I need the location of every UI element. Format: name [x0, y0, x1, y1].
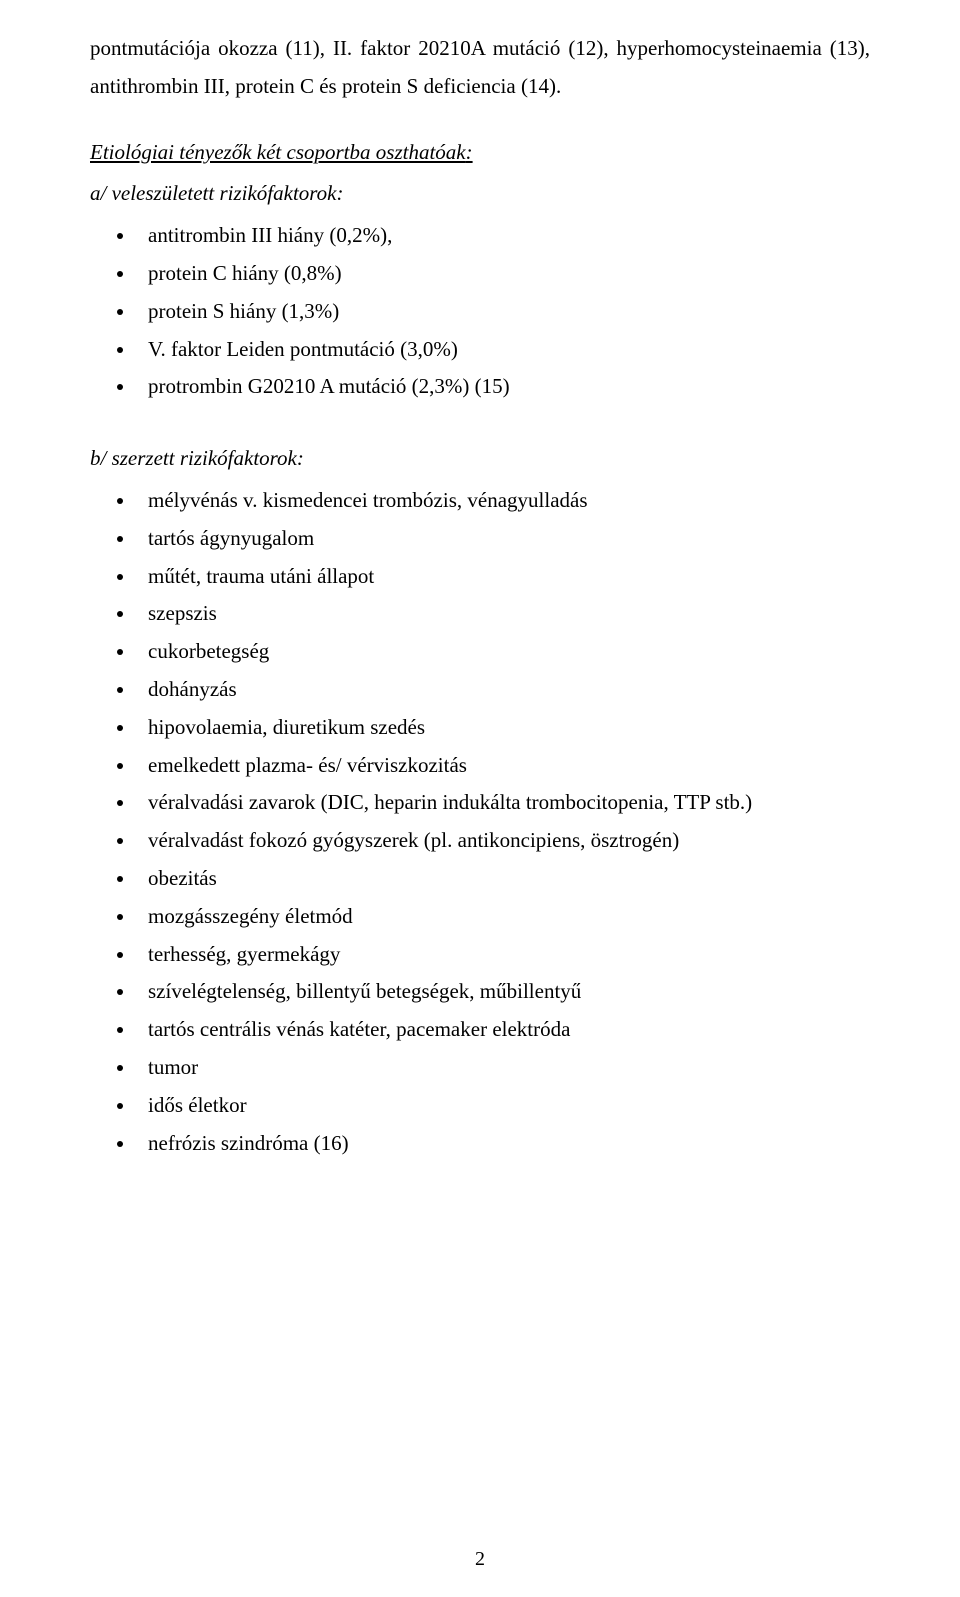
list-item: szívelégtelenség, billentyű betegségek, …	[136, 973, 870, 1011]
section-a-title-suffix: :	[466, 140, 473, 164]
section-b-list: mélyvénás v. kismedencei trombózis, véna…	[90, 482, 870, 1162]
document-page: pontmutációja okozza (11), II. faktor 20…	[0, 0, 960, 1597]
list-item: protein S hiány (1,3%)	[136, 293, 870, 331]
list-item: hipovolaemia, diuretikum szedés	[136, 709, 870, 747]
list-item: mozgásszegény életmód	[136, 898, 870, 936]
intro-paragraph: pontmutációja okozza (11), II. faktor 20…	[90, 30, 870, 106]
section-a-list: antitrombin III hiány (0,2%), protein C …	[90, 217, 870, 406]
page-number: 2	[0, 1548, 960, 1571]
list-item: obezitás	[136, 860, 870, 898]
list-item: V. faktor Leiden pontmutáció (3,0%)	[136, 331, 870, 369]
list-item: nefrózis szindróma (16)	[136, 1125, 870, 1163]
list-item: dohányzás	[136, 671, 870, 709]
list-item: emelkedett plazma- és/ vérviszkozitás	[136, 747, 870, 785]
list-item: mélyvénás v. kismedencei trombózis, véna…	[136, 482, 870, 520]
list-item: tartós ágynyugalom	[136, 520, 870, 558]
list-item: véralvadási zavarok (DIC, heparin induká…	[136, 784, 870, 822]
section-a-title: Etiológiai tényezők két csoportba osztha…	[90, 134, 870, 172]
list-item: műtét, trauma utáni állapot	[136, 558, 870, 596]
list-item: antitrombin III hiány (0,2%),	[136, 217, 870, 255]
list-item: terhesség, gyermekágy	[136, 936, 870, 974]
list-item: véralvadást fokozó gyógyszerek (pl. anti…	[136, 822, 870, 860]
list-item: protrombin G20210 A mutáció (2,3%) (15)	[136, 368, 870, 406]
list-item: tartós centrális vénás katéter, pacemake…	[136, 1011, 870, 1049]
list-item: tumor	[136, 1049, 870, 1087]
list-item: szepszis	[136, 595, 870, 633]
section-a-title-underline: Etiológiai tényezők két csoportba osztha…	[90, 140, 466, 164]
section-a-subtitle: a/ veleszületett rizikófaktorok:	[90, 175, 870, 213]
list-item: idős életkor	[136, 1087, 870, 1125]
list-item: cukorbetegség	[136, 633, 870, 671]
section-b-subtitle: b/ szerzett rizikófaktorok:	[90, 440, 870, 478]
list-item: protein C hiány (0,8%)	[136, 255, 870, 293]
